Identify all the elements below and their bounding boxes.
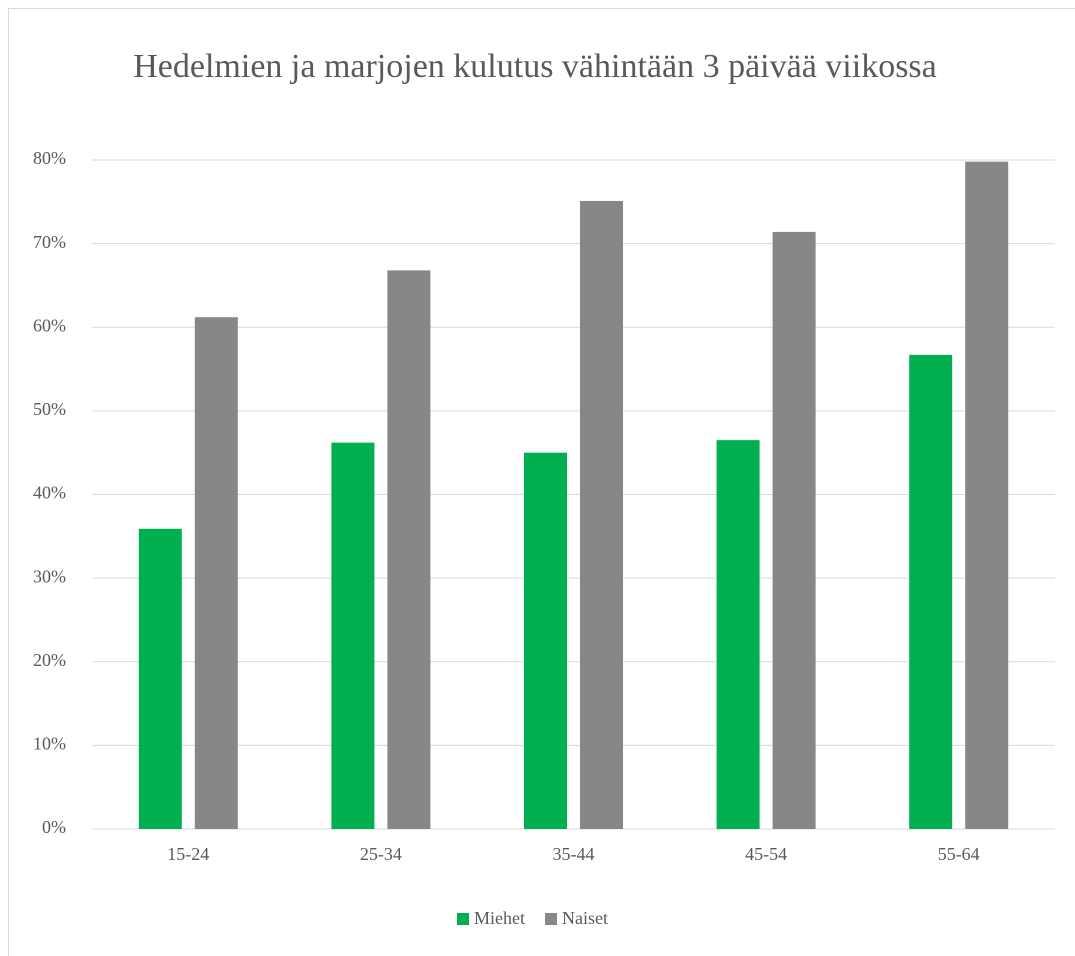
y-tick-label: 0% <box>42 817 66 837</box>
legend-label: Naiset <box>562 908 608 928</box>
legend-label: Miehet <box>474 908 525 928</box>
x-tick-label: 15-24 <box>167 844 209 864</box>
y-tick-label: 80% <box>33 148 66 168</box>
y-tick-label: 70% <box>33 232 66 252</box>
x-tick-label: 35-44 <box>553 844 595 864</box>
chart-frame <box>8 8 1075 956</box>
y-tick-label: 30% <box>33 566 66 586</box>
bar <box>909 354 953 829</box>
bar <box>580 200 623 829</box>
bar <box>387 270 431 829</box>
y-tick-label: 60% <box>33 315 66 335</box>
y-tick-label: 10% <box>33 734 66 754</box>
x-tick-label: 55-64 <box>938 844 980 864</box>
bar <box>138 528 182 829</box>
legend-swatch <box>457 913 469 925</box>
x-tick-label: 25-34 <box>360 844 402 864</box>
bar <box>772 231 816 830</box>
legend-swatch <box>545 913 557 925</box>
bar <box>965 161 1009 830</box>
chart-title: Hedelmien ja marjojen kulutus vähintään … <box>133 48 937 85</box>
x-tick-label: 45-54 <box>745 844 787 864</box>
bar <box>331 442 375 829</box>
y-tick-label: 20% <box>33 650 66 670</box>
y-tick-label: 40% <box>33 483 66 503</box>
y-tick-label: 50% <box>33 399 66 419</box>
bar <box>194 317 238 829</box>
bar <box>716 440 760 829</box>
bar <box>524 452 567 829</box>
